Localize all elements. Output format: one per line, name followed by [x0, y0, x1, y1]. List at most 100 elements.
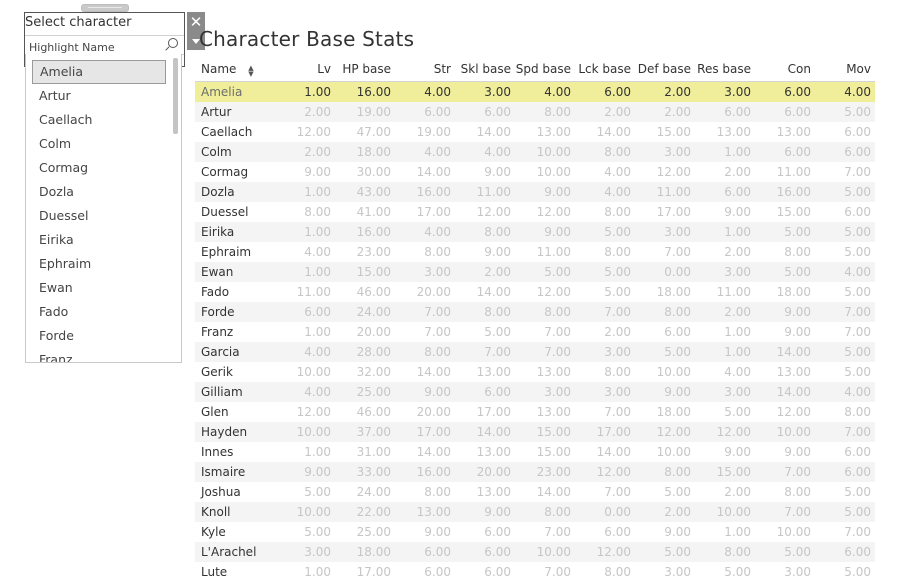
- cell-value: 5.00: [724, 405, 751, 419]
- cell-value: 7.00: [544, 345, 571, 359]
- list-item[interactable]: Duessel: [39, 208, 89, 223]
- cell-value: 5.00: [844, 185, 871, 199]
- cell-value: 8.00: [604, 565, 631, 579]
- column-header-lv[interactable]: Lv: [317, 62, 331, 76]
- column-header-str[interactable]: Str: [433, 62, 451, 76]
- list-item[interactable]: Dozla: [39, 184, 74, 199]
- table-row[interactable]: Amelia 1.00 16.00 4.00 3.00 4.00 6.00 2.00 3.00 6…: [195, 82, 875, 102]
- column-header-spd[interactable]: Spd base: [515, 62, 571, 76]
- column-header-name[interactable]: Name: [201, 62, 237, 76]
- table-row[interactable]: Kyle 5.00 25.00 9.00 6.00 7.00 6.00 9.00 1.00 10.…: [195, 522, 875, 542]
- table-row[interactable]: Joshua 5.00 24.00 8.00 13.00 14.00 7.00 5.00 2.0…: [195, 482, 875, 502]
- table-row[interactable]: Eirika 1.00 16.00 4.00 8.00 9.00 5.00 3.00 1.00 5…: [195, 222, 875, 242]
- cell-name: Dozla: [201, 185, 235, 199]
- chevron-down-icon[interactable]: [187, 32, 205, 50]
- cell-value: 23.00: [356, 245, 391, 259]
- table-row[interactable]: Garcia 4.00 28.00 8.00 7.00 7.00 3.00 5.00 1.00 1…: [195, 342, 875, 362]
- cell-value: 5.00: [304, 525, 331, 539]
- table-row[interactable]: Gilliam 4.00 25.00 9.00 6.00 3.00 3.00 9.00 3.00…: [195, 382, 875, 402]
- column-header-res[interactable]: Res base: [697, 62, 751, 76]
- cell-value: 13.00: [536, 405, 571, 419]
- table-row[interactable]: Forde 6.00 24.00 7.00 8.00 8.00 7.00 8.00 2.00 9.…: [195, 302, 875, 322]
- cell-value: 5.00: [664, 345, 691, 359]
- list-item[interactable]: Eirika: [39, 232, 74, 247]
- search-icon[interactable]: [168, 38, 178, 48]
- cell-value: 5.00: [604, 225, 631, 239]
- cell-value: 14.00: [596, 445, 631, 459]
- cell-value: 3.00: [724, 385, 751, 399]
- cell-value: 13.00: [476, 365, 511, 379]
- cell-value: 9.00: [484, 505, 511, 519]
- cell-value: 7.00: [544, 325, 571, 339]
- cell-value: 8.00: [784, 245, 811, 259]
- cell-value: 10.00: [296, 505, 331, 519]
- table-row[interactable]: Innes 1.00 31.00 14.00 13.00 15.00 14.00 10.00 9…: [195, 442, 875, 462]
- column-header-con[interactable]: Con: [787, 62, 811, 76]
- list-item[interactable]: Artur: [39, 88, 71, 103]
- cell-value: 25.00: [356, 525, 391, 539]
- page-title: Character Base Stats: [199, 27, 415, 51]
- cell-name: Cormag: [201, 165, 249, 179]
- table-row[interactable]: Fado 11.00 46.00 20.00 14.00 12.00 5.00 18.00 11…: [195, 282, 875, 302]
- cell-value: 5.00: [724, 565, 751, 579]
- column-header-mov[interactable]: Mov: [846, 62, 871, 76]
- table-row[interactable]: Glen 12.00 46.00 20.00 17.00 13.00 7.00 18.00 5.…: [195, 402, 875, 422]
- list-item[interactable]: Fado: [39, 304, 69, 319]
- cell-value: 13.00: [776, 125, 811, 139]
- column-header-lck[interactable]: Lck base: [578, 62, 631, 76]
- list-item[interactable]: Amelia: [32, 60, 166, 84]
- table-row[interactable]: Ewan 1.00 15.00 3.00 2.00 5.00 5.00 0.00 3.00 5.0…: [195, 262, 875, 282]
- cell-value: 9.00: [424, 525, 451, 539]
- cell-value: 24.00: [356, 485, 391, 499]
- list-item[interactable]: Franz: [39, 352, 73, 363]
- table-row[interactable]: Lute 1.00 17.00 6.00 6.00 7.00 8.00 3.00 5.00 3.0…: [195, 562, 875, 582]
- cell-value: 5.00: [784, 545, 811, 559]
- selector-title: Select character: [25, 15, 132, 30]
- table-row[interactable]: Hayden 10.00 37.00 17.00 14.00 15.00 17.00 12.0…: [195, 422, 875, 442]
- cell-value: 7.00: [604, 405, 631, 419]
- sort-icon[interactable]: ▲ ▼: [248, 64, 254, 78]
- cell-value: 8.00: [424, 345, 451, 359]
- cell-value: 7.00: [844, 325, 871, 339]
- cell-value: 18.00: [356, 545, 391, 559]
- column-header-def[interactable]: Def base: [637, 62, 691, 76]
- list-item[interactable]: Ephraim: [39, 256, 92, 271]
- cell-value: 1.00: [724, 525, 751, 539]
- table-row[interactable]: Ismaire 9.00 33.00 16.00 20.00 23.00 12.00 8.00…: [195, 462, 875, 482]
- cell-value: 5.00: [544, 265, 571, 279]
- list-scrollbar[interactable]: [173, 58, 178, 134]
- table-row[interactable]: Duessel 8.00 41.00 17.00 12.00 12.00 8.00 17.00…: [195, 202, 875, 222]
- list-item[interactable]: Forde: [39, 328, 74, 343]
- table-row[interactable]: Artur 2.00 19.00 6.00 6.00 8.00 2.00 2.00 6.00 6.…: [195, 102, 875, 122]
- cell-value: 0.00: [664, 265, 691, 279]
- cell-value: 46.00: [356, 285, 391, 299]
- cell-value: 3.00: [664, 565, 691, 579]
- cell-value: 2.00: [304, 145, 331, 159]
- table-row[interactable]: L'Arachel 3.00 18.00 6.00 6.00 10.00 12.00 5.00…: [195, 542, 875, 562]
- cell-value: 1.00: [724, 325, 751, 339]
- list-item[interactable]: Ewan: [39, 280, 73, 295]
- character-list: Amelia Artur Caellach Colm Cormag Dozla Duesse…: [25, 54, 182, 363]
- list-item[interactable]: Cormag: [39, 160, 89, 175]
- table-row[interactable]: Colm 2.00 18.00 4.00 4.00 10.00 8.00 3.00 1.00 6.…: [195, 142, 875, 162]
- table-row[interactable]: Knoll 10.00 22.00 13.00 9.00 8.00 0.00 2.00 10.0…: [195, 502, 875, 522]
- table-row[interactable]: Cormag 9.00 30.00 14.00 9.00 10.00 4.00 12.00 2.…: [195, 162, 875, 182]
- cell-value: 5.00: [844, 345, 871, 359]
- list-item[interactable]: Caellach: [39, 112, 93, 127]
- cell-value: 17.00: [416, 425, 451, 439]
- search-input[interactable]: [25, 38, 168, 57]
- cell-value: 8.00: [664, 465, 691, 479]
- close-button[interactable]: ✕: [187, 12, 205, 32]
- cell-value: 16.00: [776, 185, 811, 199]
- cell-value: 10.00: [776, 525, 811, 539]
- column-header-hp[interactable]: HP base: [342, 62, 391, 76]
- cell-value: 1.00: [304, 565, 331, 579]
- table-row[interactable]: Dozla 1.00 43.00 16.00 11.00 9.00 4.00 11.00 6.0…: [195, 182, 875, 202]
- table-row[interactable]: Ephraim 4.00 23.00 8.00 9.00 11.00 8.00 7.00 2.0…: [195, 242, 875, 262]
- column-header-skl[interactable]: Skl base: [460, 62, 511, 76]
- list-item[interactable]: Colm: [39, 136, 72, 151]
- table-row[interactable]: Franz 1.00 20.00 7.00 5.00 7.00 2.00 6.00 1.00 9.…: [195, 322, 875, 342]
- table-row[interactable]: Caellach 12.00 47.00 19.00 14.00 13.00 14.00 15…: [195, 122, 875, 142]
- table-row[interactable]: Gerik 10.00 32.00 14.00 13.00 13.00 8.00 10.00 4…: [195, 362, 875, 382]
- drag-handle[interactable]: [81, 4, 129, 12]
